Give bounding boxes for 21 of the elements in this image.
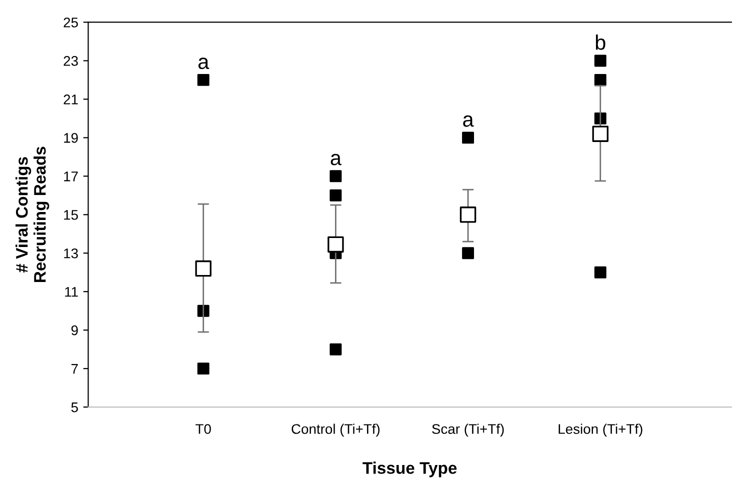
x-tick-label: Scar (Ti+Tf)	[432, 424, 504, 437]
y-tick-label: 15	[64, 210, 78, 220]
x-tick-label: Control (Ti+Tf)	[292, 424, 380, 437]
annotation: a	[198, 58, 210, 70]
y-tick-label: 25	[64, 18, 78, 28]
y-tick-label: 19	[64, 133, 78, 143]
y-tick-label: 21	[64, 94, 78, 104]
x-tick-label: Lesion (Ti+Tf)	[558, 424, 642, 437]
y-tick-label: 17	[64, 172, 78, 182]
annotation: a	[330, 154, 342, 166]
y-axis-title: # Viral Contigs Recruiting Reads	[16, 146, 50, 282]
x-axis-title: Tissue Type	[362, 462, 457, 478]
x-tick-label: T0	[196, 424, 211, 434]
y-tick-label: 7	[71, 364, 78, 374]
y-tick-label: 23	[64, 56, 78, 66]
annotation: b	[596, 34, 606, 50]
y-tick-label: 13	[64, 248, 78, 258]
y-tick-label: 5	[71, 402, 78, 412]
y-tick-label: 9	[71, 325, 78, 336]
annotation: a	[463, 115, 474, 127]
y-tick-label: 11	[65, 287, 78, 297]
